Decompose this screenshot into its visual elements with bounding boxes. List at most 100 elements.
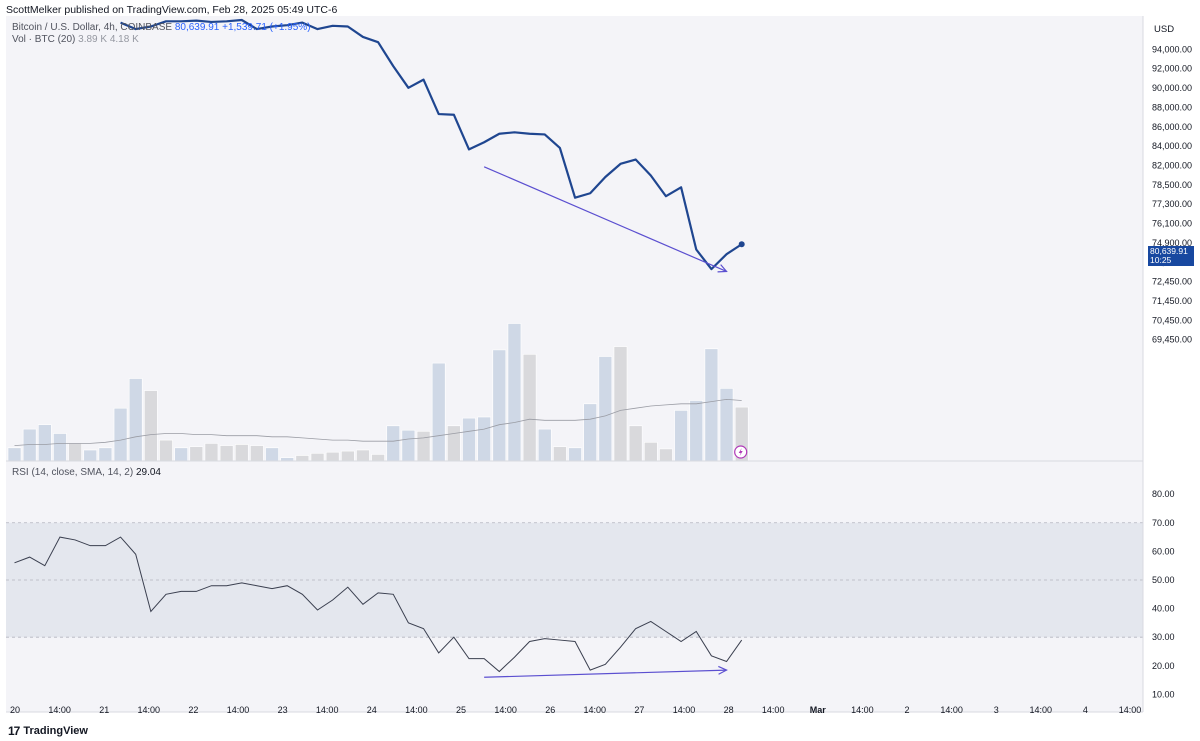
volume-bar	[431, 362, 446, 462]
volume-bar	[7, 447, 22, 462]
footer[interactable]: 17 TradingView	[8, 724, 88, 738]
price-tick-label: 82,000.00	[1152, 160, 1192, 170]
time-tick-label: 14:00	[940, 705, 963, 715]
volume-bar	[98, 447, 113, 462]
time-tick-label: Mar	[810, 705, 827, 715]
volume-bar	[492, 349, 507, 462]
publisher-header: ScottMelker published on TradingView.com…	[6, 4, 338, 16]
price-tick-label: 69,450.00	[1152, 335, 1192, 345]
rsi-trend-arrow-shaft	[484, 669, 727, 678]
time-axis[interactable]: 20 14:00 21 14:00 22 14:00 23 14:00 24 14:00 25 14:…	[10, 705, 1141, 715]
price-tick-label: 90,000.00	[1152, 83, 1192, 93]
volume-bar	[643, 441, 658, 462]
price-tick-label: 71,450.00	[1152, 296, 1192, 306]
volume-bar	[522, 353, 537, 462]
time-tick-label: 14:00	[584, 705, 607, 715]
time-tick-label: 26	[545, 705, 555, 715]
time-tick-label: 25	[456, 705, 466, 715]
volume-bar	[37, 424, 52, 462]
last-price-tag: 80,639.91 10:25	[1148, 246, 1194, 266]
time-tick-label: 14:00	[851, 705, 874, 715]
volume-bar	[68, 443, 82, 462]
last-price-dot	[738, 241, 745, 248]
symbol-label: Bitcoin / U.S. Dollar, 4h, COINBASE	[12, 22, 173, 33]
volume-bar	[371, 454, 385, 462]
time-tick-label: 2	[904, 705, 909, 715]
rsi-band	[6, 522, 1143, 638]
volume-bar	[356, 449, 370, 462]
time-tick-label: 24	[367, 705, 377, 715]
price-tick-label: 72,450.00	[1152, 277, 1192, 287]
volume-bar	[689, 400, 704, 462]
main-legend[interactable]: Bitcoin / U.S. Dollar, 4h, COINBASE 80,6…	[12, 22, 311, 33]
volume-bar	[53, 433, 67, 462]
volume-bar	[234, 444, 249, 462]
volume-bar	[250, 445, 264, 462]
time-tick-label: 14:00	[1119, 705, 1142, 715]
volume-bar	[295, 455, 310, 462]
rsi-series	[14, 536, 743, 673]
price-tick-label: 70,450.00	[1152, 315, 1192, 325]
rsi-trend-arrow-head	[718, 665, 728, 675]
time-tick-label: 14:00	[673, 705, 696, 715]
rsi-tick-label: 40.00	[1152, 604, 1175, 614]
tradingview-logo-icon: 17	[8, 724, 20, 738]
time-tick-label: 28	[724, 705, 734, 715]
volume-bar	[537, 428, 552, 462]
price-tick-label: 74,900.00	[1152, 238, 1192, 248]
rsi-axis[interactable]: 80.00 70.00 60.00 50.00 40.00 30.00 20.00 10.00	[1152, 489, 1175, 699]
volume-bar	[83, 449, 98, 462]
volume-bar	[113, 407, 128, 462]
rsi-tick-label: 30.00	[1152, 632, 1175, 642]
rsi-legend[interactable]: RSI (14, close, SMA, 14, 2) 29.04	[12, 467, 161, 478]
rsi-tick-label: 20.00	[1152, 661, 1175, 671]
rsi-tick-label: 80.00	[1152, 489, 1175, 499]
volume-bar	[598, 356, 613, 462]
last-price: 80,639.91	[174, 22, 220, 33]
volume-bar	[325, 451, 340, 462]
time-tick-label: 27	[634, 705, 644, 715]
price-tick-label: 78,500.00	[1152, 180, 1192, 190]
volume-bar	[462, 417, 476, 462]
last-price-tag-value: 80,639.91	[1150, 246, 1188, 256]
volume-bar	[265, 447, 279, 462]
volume-bar	[144, 390, 158, 462]
volume-bar	[568, 447, 582, 462]
price-change: +1,539.71 (+1.95%)	[222, 22, 311, 33]
price-tick-label: 76,100.00	[1152, 219, 1192, 229]
currency-label[interactable]: USD	[1154, 24, 1174, 35]
price-tick-label: 92,000.00	[1152, 64, 1192, 74]
volume-label: Vol · BTC (20)	[12, 34, 76, 45]
time-tick-label: 14:00	[405, 705, 428, 715]
rsi-tick-label: 60.00	[1152, 546, 1175, 556]
time-tick-label: 14:00	[138, 705, 161, 715]
volume-legend[interactable]: Vol · BTC (20) 3.89 K 4.18 K	[12, 34, 139, 45]
rsi-band-fill	[6, 522, 1143, 638]
price-axis[interactable]: 94,000.00 92,000.00 90,000.00 88,000.00 86,0…	[1152, 44, 1192, 344]
volume-bar	[204, 443, 219, 462]
price-series	[120, 18, 745, 271]
volume-bar	[310, 452, 325, 462]
volume-bar	[386, 425, 401, 462]
time-tick-label: 14:00	[1030, 705, 1053, 715]
volume-bar	[416, 430, 431, 462]
price-tick-label: 77,300.00	[1152, 199, 1192, 209]
volume-bar	[613, 346, 628, 462]
volume-bar	[401, 429, 416, 462]
time-tick-label: 3	[994, 705, 999, 715]
price-tick-label: 84,000.00	[1152, 141, 1192, 151]
time-tick-label: 14:00	[48, 705, 71, 715]
volume-bar	[583, 403, 598, 462]
time-tick-label: 20	[10, 705, 20, 715]
rsi-label: RSI (14, close, SMA, 14, 2)	[12, 467, 134, 478]
volume-bar	[128, 378, 143, 462]
price-tick-label: 86,000.00	[1152, 122, 1192, 132]
volume-bar	[674, 410, 688, 462]
rsi-line	[14, 536, 743, 673]
time-tick-label: 14:00	[762, 705, 785, 715]
time-tick-label: 23	[278, 705, 288, 715]
price-line	[120, 18, 743, 271]
trend-arrows	[483, 166, 728, 678]
volume-bar	[553, 446, 567, 462]
